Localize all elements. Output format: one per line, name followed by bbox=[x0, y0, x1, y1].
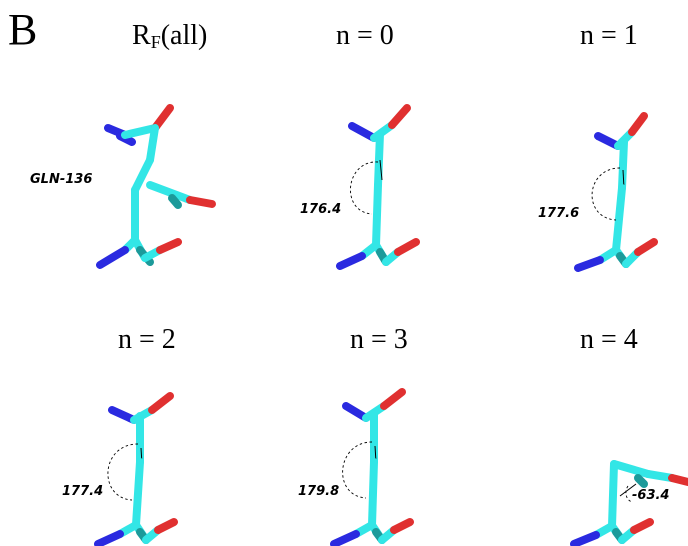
dihedral-arc bbox=[591, 167, 621, 221]
alt-carbon-shade bbox=[168, 194, 182, 209]
backbone-o bbox=[390, 518, 414, 534]
backbone-n bbox=[330, 530, 360, 546]
backbone-n bbox=[94, 530, 124, 546]
amide-o-bond bbox=[148, 392, 174, 414]
residue-label: GLN-136 bbox=[30, 172, 93, 187]
backbone-n bbox=[96, 246, 129, 269]
dihedral-arc bbox=[342, 441, 373, 499]
amide-n-bond bbox=[108, 406, 138, 424]
title-subscript: F bbox=[150, 32, 161, 52]
alt-side-bond bbox=[146, 181, 194, 204]
panel-title-all: RF(all) bbox=[132, 20, 208, 52]
side-chain-shade bbox=[634, 474, 648, 488]
panel-title-n1: n = 1 bbox=[580, 20, 638, 51]
amide-n-bond bbox=[348, 122, 378, 142]
panel-letter: B bbox=[8, 5, 38, 54]
dihedral-arc bbox=[625, 485, 633, 503]
side-chain-o bbox=[668, 474, 688, 486]
backbone-o bbox=[394, 238, 420, 256]
side-chain-tail bbox=[644, 470, 676, 482]
alt-o-bond bbox=[186, 196, 216, 208]
amide-o-bond bbox=[380, 388, 406, 410]
angle-label-n2: 177.4 bbox=[62, 484, 104, 499]
panel-title-n4: n = 4 bbox=[580, 324, 638, 355]
backbone-o bbox=[634, 238, 658, 256]
title-r: R bbox=[132, 20, 151, 51]
angle-label-n3: 179.8 bbox=[298, 484, 340, 499]
cb-ca-bond bbox=[368, 458, 378, 529]
angle-label-n0: 176.4 bbox=[300, 202, 342, 217]
angle-label-n1: 177.6 bbox=[538, 206, 580, 221]
angle-label-n4: -63.4 bbox=[632, 488, 670, 503]
molecule-n2 bbox=[94, 392, 178, 546]
molecule-n4 bbox=[570, 460, 688, 546]
cg-bond bbox=[618, 138, 628, 192]
backbone-o bbox=[156, 238, 182, 254]
backbone-o bbox=[630, 518, 654, 534]
cb-ca-bond bbox=[132, 458, 144, 529]
cg-bond bbox=[374, 130, 384, 189]
molecule-n0 bbox=[336, 104, 420, 270]
panel-title-n2: n = 2 bbox=[118, 324, 176, 355]
dihedral-arc bbox=[107, 443, 139, 501]
molecule-n1 bbox=[574, 112, 658, 272]
cd-bond bbox=[121, 124, 159, 139]
dihedral-axis bbox=[619, 483, 637, 497]
backbone-n bbox=[574, 256, 604, 272]
title-all: (all) bbox=[160, 20, 208, 51]
backbone-n bbox=[570, 531, 600, 546]
amide-o-bond bbox=[388, 104, 411, 129]
backbone-o bbox=[154, 518, 178, 534]
molecule-n3 bbox=[330, 388, 414, 546]
amide-o-bond bbox=[628, 112, 648, 136]
molecule-rf-all bbox=[96, 104, 216, 269]
dihedral-arc bbox=[350, 161, 379, 215]
cg-bond bbox=[146, 124, 159, 164]
backbone-n bbox=[336, 252, 366, 270]
side-chain-bend bbox=[610, 460, 652, 478]
cb-bond bbox=[131, 156, 154, 194]
cb-ca-bond bbox=[608, 460, 618, 530]
panel-title-n0: n = 0 bbox=[336, 20, 394, 51]
cb-ca-bond bbox=[372, 181, 382, 249]
cb-ca-bond bbox=[612, 184, 626, 254]
panel-title-n3: n = 3 bbox=[350, 324, 408, 355]
amide-o-bond bbox=[151, 104, 174, 132]
dihedral-axis bbox=[379, 159, 383, 181]
